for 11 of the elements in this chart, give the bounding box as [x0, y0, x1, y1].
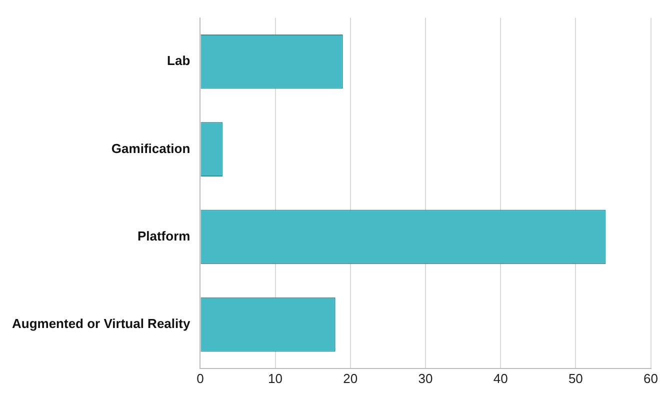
- x-tick-label: 20: [343, 370, 358, 386]
- y-tick-label: Augmented or Virtual Reality: [12, 316, 191, 332]
- x-tick-label: 10: [268, 370, 283, 386]
- x-tick-label: 40: [493, 370, 508, 386]
- x-tick-label: 50: [568, 370, 583, 386]
- y-tick-label: Lab: [167, 53, 190, 68]
- x-tick-label: 0: [196, 370, 204, 386]
- y-tick-label: Gamification: [111, 140, 190, 156]
- x-tick-label: 60: [644, 370, 658, 386]
- y-tick-label: Platform: [137, 228, 190, 244]
- x-tick-label: 30: [418, 370, 433, 386]
